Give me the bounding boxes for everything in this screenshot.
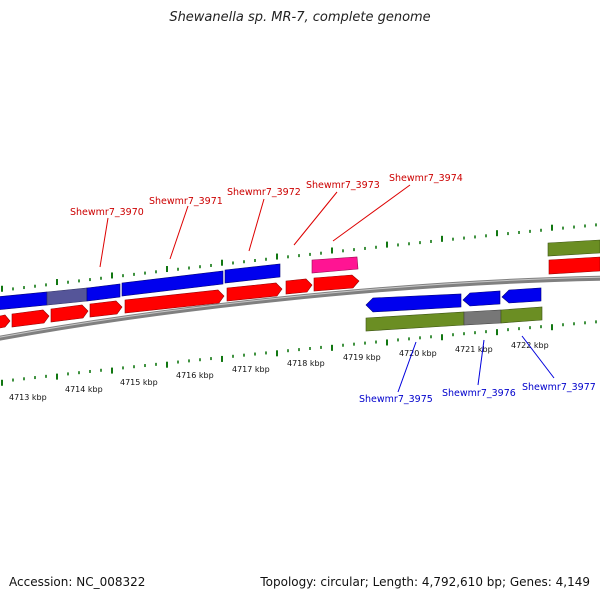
label-leader-line: [521, 335, 555, 379]
gene-label-forward[interactable]: Shewmr7_3972: [227, 187, 301, 198]
gene-arrow-reverse[interactable]: [365, 293, 462, 313]
forward-gene-labels: Shewmr7_3970 Shewmr7_3971 Shewmr7_3972 S…: [70, 173, 463, 268]
kbp-label: 4714 kbp: [65, 385, 103, 394]
gene-label-forward[interactable]: Shewmr7_3970: [70, 207, 144, 218]
rna-feature[interactable]: [311, 256, 359, 274]
kbp-label: 4720 kbp: [399, 349, 437, 358]
label-leader-line: [99, 217, 109, 268]
kbp-label: 4713 kbp: [9, 393, 47, 402]
cds-arrow[interactable]: [548, 256, 600, 275]
cds-reverse-feature[interactable]: [365, 311, 465, 332]
cds-arrow[interactable]: [0, 314, 11, 329]
gene-feature[interactable]: [86, 283, 121, 302]
reverse-cds-track: [365, 306, 543, 332]
kbp-label: 4718 kbp: [287, 359, 325, 368]
reverse-gene-labels: Shewmr7_3975 Shewmr7_3976 Shewmr7_3977: [359, 335, 596, 405]
cds-arrow[interactable]: [285, 278, 313, 295]
genome-summary-text: Topology: circular; Length: 4,792,610 bp…: [260, 575, 590, 589]
kbp-label: 4715 kbp: [120, 378, 158, 387]
gene-overlap-feature[interactable]: [46, 287, 88, 306]
reverse-gene-track: [365, 287, 542, 313]
outer-tick-ring: [1, 223, 597, 292]
genome-backbone: [0, 275, 600, 341]
kbp-label: 4719 kbp: [343, 353, 381, 362]
label-leader-line: [477, 339, 485, 386]
cds-arrow[interactable]: [313, 274, 360, 292]
forward-gene-track: [0, 239, 600, 310]
kbp-label: 4717 kbp: [232, 365, 270, 374]
gene-arrow-reverse[interactable]: [462, 290, 501, 307]
label-leader-line: [248, 198, 265, 252]
inner-tick-ring: [1, 320, 597, 386]
gene-label-forward[interactable]: Shewmr7_3973: [306, 180, 380, 191]
gene-label-reverse[interactable]: Shewmr7_3975: [359, 394, 433, 405]
gene-feature[interactable]: [121, 270, 224, 297]
label-leader-line: [397, 341, 417, 393]
gene-feature[interactable]: [224, 263, 281, 284]
gene-label-forward[interactable]: Shewmr7_3974: [389, 173, 463, 184]
label-leader-line: [332, 184, 411, 242]
gene-label-forward[interactable]: Shewmr7_3971: [149, 196, 223, 207]
cds-arrow[interactable]: [11, 309, 50, 328]
cds-overlap-feature[interactable]: [463, 309, 502, 326]
cds-arrow[interactable]: [226, 282, 283, 302]
kbp-label: 4721 kbp: [455, 345, 493, 354]
gene-arrow-reverse[interactable]: [501, 287, 542, 304]
genome-backbone-highlight: [0, 276, 600, 338]
cds-arrow[interactable]: [89, 300, 123, 318]
cds-arrow[interactable]: [50, 304, 89, 323]
label-leader-line: [293, 191, 338, 246]
gene-label-reverse[interactable]: Shewmr7_3977: [522, 382, 596, 393]
label-leader-line: [169, 205, 189, 260]
gene-label-reverse[interactable]: Shewmr7_3976: [442, 388, 516, 399]
accession-text: Accession: NC_008322: [9, 575, 146, 589]
gene-feature[interactable]: [0, 291, 48, 310]
map-title: Shewanella sp. MR-7, complete genome: [169, 10, 431, 25]
forward-cds-track: [0, 256, 600, 329]
cds-reverse-feature[interactable]: [500, 306, 543, 324]
gene-feature[interactable]: [547, 239, 600, 257]
kbp-label: 4716 kbp: [176, 371, 214, 380]
cds-arrow[interactable]: [124, 289, 225, 314]
